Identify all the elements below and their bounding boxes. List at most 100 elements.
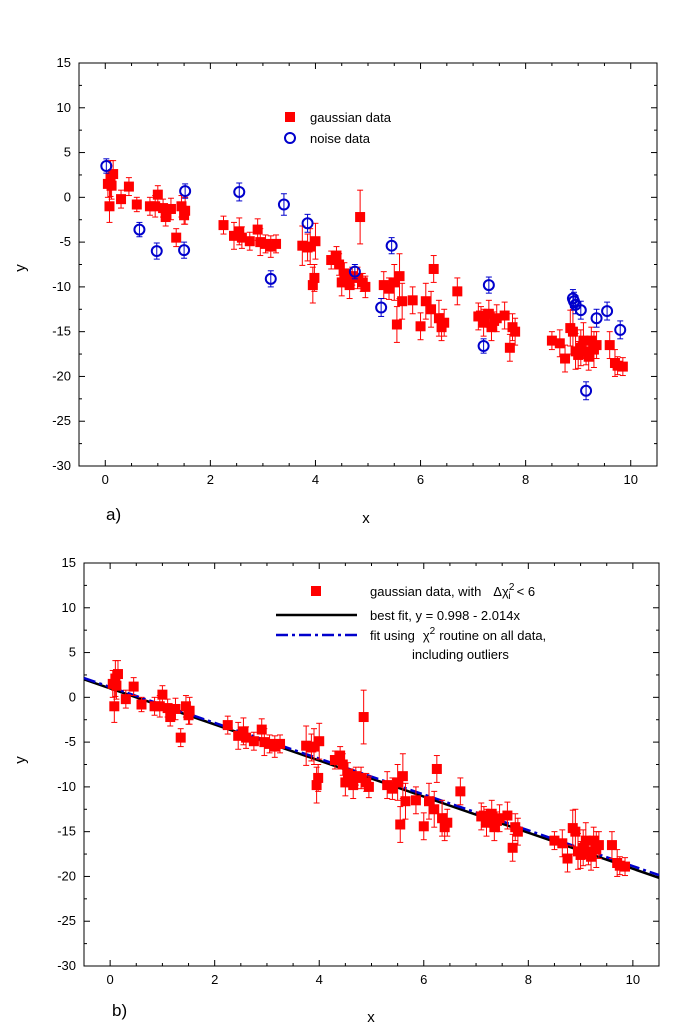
gaussian-point [297,240,308,251]
gaussian-point [382,780,393,791]
gaussian-point [352,272,363,283]
gaussian-point [478,317,489,328]
gaussian-point [136,699,147,710]
gaussian-point [486,322,497,333]
y-tick-label: -30 [57,958,76,973]
gaussian-point [311,780,322,791]
x-tick-label: 2 [207,472,214,487]
gaussian-point [341,272,352,283]
gaussian-point [489,822,500,833]
gaussian-point [392,777,403,788]
gaussian-point [335,750,346,761]
panel-a-data [100,158,628,401]
gaussian-point [442,817,453,828]
gaussian-point [301,740,312,751]
legend-b-chi2-fit-label-line2: including outliers [412,647,509,662]
gaussian-point [154,701,165,712]
gaussian-point [455,786,466,797]
gaussian-point [104,201,115,212]
gaussian-point [384,283,395,294]
panel-a-y-axis-label: y [12,264,29,272]
gaussian-point [109,701,120,712]
gaussian-point [580,835,591,846]
panel-a-x-axis-label: x [362,510,370,527]
legend-b-best-fit-label: best fit, y = 0.998 - 2.014x [370,608,520,623]
noise-point [150,245,163,258]
gaussian-point [581,346,592,357]
y-tick-label: 10 [62,600,76,615]
legend-noise-marker [284,132,296,144]
gaussian-point [575,342,586,353]
noise-point [264,272,277,285]
noise-point [482,279,495,292]
noise-point [233,185,246,198]
gaussian-point [165,203,176,214]
gaussian-point [222,720,233,731]
panel-b: 0 2 4 6 8 10 15 10 5 0 -5 -10 -15 -20 -25 -30 gaussian … [12,555,660,1026]
gaussian-point [252,224,263,235]
gaussian-point [120,694,131,705]
gaussian-point [238,726,249,737]
gaussian-point [570,826,581,837]
legend-gaussian-marker [285,112,295,122]
gaussian-point [394,271,405,282]
gaussian-point [313,772,324,783]
panel-b-data [107,660,631,877]
noise-point [601,305,614,318]
gaussian-point [614,860,625,871]
gaussian-point [180,205,191,216]
legend-b-chi2-fit-label: fit using χ2 routine on all data, [370,626,546,643]
gaussian-point [562,853,573,864]
gaussian-point [309,272,320,283]
gaussian-point [591,340,602,351]
x-tick-label: 8 [525,972,532,987]
gaussian-point [583,351,594,362]
gaussian-point [350,771,361,782]
x-tick-label: 4 [316,972,323,987]
y-tick-label: -20 [57,868,76,883]
panel-a: 0 2 4 6 8 10 15 10 5 0 -5 -10 -15 -20 -25 -30 gaussian … [12,55,658,527]
legend-gaussian-label: gaussian data [310,110,392,125]
gaussian-point [233,730,244,741]
gaussian-point [428,263,439,274]
gaussian-point [512,826,523,837]
x-tick-label: 6 [420,972,427,987]
y-tick-label: 5 [64,145,71,160]
gaussian-point [389,277,400,288]
gaussian-point [171,232,182,243]
legend-b-gaussian-label: gaussian data, with Δχ2 i < 6 [370,582,535,602]
gaussian-point [395,819,406,830]
gaussian-point [400,796,411,807]
gaussian-point [123,181,134,192]
noise-point [178,244,191,257]
gaussian-point [265,241,276,252]
gaussian-point [491,313,502,324]
gaussian-point [378,280,389,291]
gaussian-point [575,849,586,860]
gaussian-point [578,335,589,346]
gaussian-point [111,680,122,691]
gaussian-point [439,317,450,328]
gaussian-point [426,304,437,315]
gaussian-point [260,238,271,249]
gaussian-point [336,277,347,288]
gaussian-point [264,738,275,749]
gaussian-point [554,338,565,349]
noise-point [590,312,603,325]
gaussian-point [504,342,515,353]
gaussian-point [337,759,348,770]
gaussian-point [256,724,267,735]
gaussian-point [397,771,408,782]
gaussian-point [583,846,594,857]
y-tick-label: 15 [57,55,71,70]
gaussian-point [620,861,631,872]
noise-point [574,304,587,317]
gaussian-point [165,712,176,723]
y-tick-label: 10 [57,100,71,115]
legend-b-gaussian-marker [311,586,321,596]
y-tick-label: -25 [57,913,76,928]
gaussian-point [424,796,434,807]
y-tick-label: 0 [69,689,76,704]
gaussian-point [586,851,597,862]
gaussian-point [549,835,560,846]
